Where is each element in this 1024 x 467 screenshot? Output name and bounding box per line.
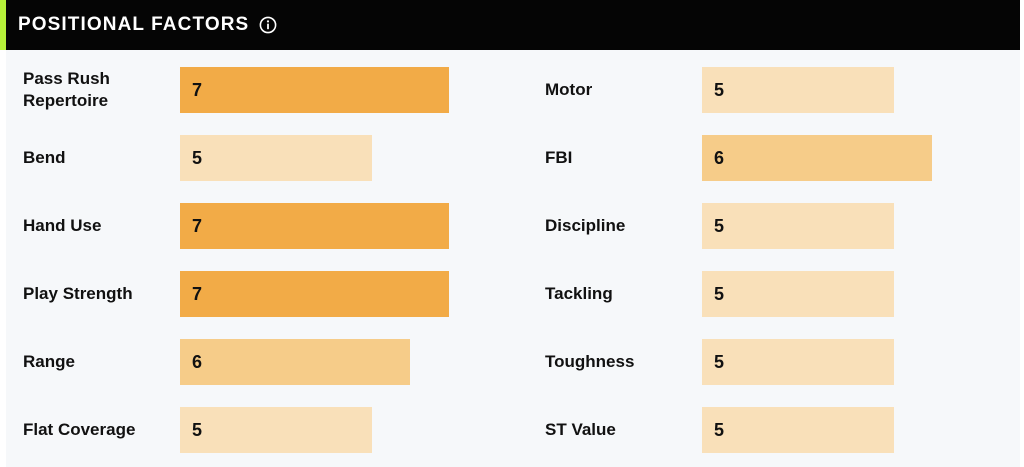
factor-label: Flat Coverage xyxy=(23,420,136,439)
factor-label: Bend xyxy=(23,148,66,167)
factor-rating-bar: 5 xyxy=(702,339,894,385)
factor-rating-bar: 7 xyxy=(180,271,449,317)
factor-label: Toughness xyxy=(545,352,635,371)
factor-rating-bar: 5 xyxy=(180,407,372,453)
factor-label: ST Value xyxy=(545,420,616,439)
factor-rating-bar: 5 xyxy=(702,67,894,113)
factor-rating-bar: 5 xyxy=(180,135,372,181)
factor-label: Range xyxy=(23,352,75,371)
factors-body: Pass Rush Repertoire 7 Bend 5 Hand Use 7 Play … xyxy=(6,50,1020,467)
factor-rating-bar: 7 xyxy=(180,67,449,113)
factor-rating-bar: 5 xyxy=(702,271,894,317)
factor-label: Tackling xyxy=(545,284,613,303)
factor-rating-bar: 6 xyxy=(702,135,932,181)
panel-title: POSITIONAL FACTORS xyxy=(18,14,250,35)
panel-header: POSITIONAL FACTORS xyxy=(6,0,1020,50)
accent-strip xyxy=(0,0,6,50)
factor-label: FBI xyxy=(545,148,573,167)
info-icon-glyph xyxy=(259,16,277,34)
factor-rating-bar: 5 xyxy=(702,407,894,453)
factor-rating-bar: 5 xyxy=(702,203,894,249)
info-icon[interactable] xyxy=(259,16,277,34)
factor-label: Motor xyxy=(545,80,593,99)
factor-rating-bar: 6 xyxy=(180,339,410,385)
factor-label: Play Strength xyxy=(23,284,133,303)
factor-label: Hand Use xyxy=(23,216,102,235)
factor-label: Discipline xyxy=(545,216,626,235)
factor-rating-bar: 7 xyxy=(180,203,449,249)
factor-label: Pass Rush Repertoire xyxy=(23,69,110,110)
